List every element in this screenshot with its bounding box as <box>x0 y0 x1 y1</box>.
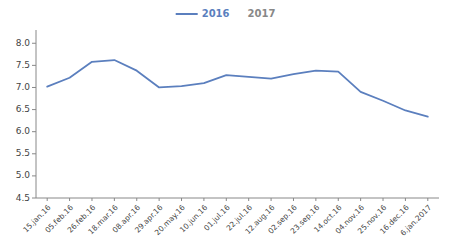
x-tick <box>47 198 48 201</box>
x-tick <box>338 198 339 201</box>
chart-container: 4.55.05.56.06.57.07.58.015.jan.1605.feb.… <box>0 0 451 250</box>
y-tick-label: 8.0 <box>16 38 31 48</box>
x-tick <box>427 198 428 201</box>
x-tick <box>360 198 361 201</box>
y-tick <box>32 65 36 66</box>
legend-label: 2016 <box>202 8 230 19</box>
y-axis-line <box>36 30 37 198</box>
y-tick-label: 4.5 <box>16 193 30 203</box>
chart: 4.55.05.56.06.57.07.58.015.jan.1605.feb.… <box>0 0 451 250</box>
x-tick <box>136 198 137 201</box>
legend-item: 2016 <box>176 8 230 19</box>
y-tick <box>32 175 36 176</box>
y-tick-label: 5.0 <box>16 170 31 180</box>
x-tick <box>159 198 160 201</box>
axes: 4.55.05.56.06.57.07.58.015.jan.1605.feb.… <box>16 30 439 238</box>
x-tick <box>181 198 182 201</box>
y-tick <box>32 153 36 154</box>
x-tick <box>203 198 204 201</box>
y-tick <box>32 198 36 199</box>
y-tick-label: 7.0 <box>16 82 31 92</box>
x-tick <box>405 198 406 201</box>
x-tick <box>315 198 316 201</box>
y-tick-label: 6.5 <box>16 104 30 114</box>
y-tick <box>32 131 36 132</box>
x-tick <box>226 198 227 201</box>
legend-item: 2017 <box>248 8 276 19</box>
x-tick <box>293 198 294 201</box>
x-tick <box>114 198 115 201</box>
y-tick <box>32 43 36 44</box>
y-tick-label: 7.5 <box>16 60 30 70</box>
y-tick <box>32 109 36 110</box>
y-tick-label: 5.5 <box>16 148 30 158</box>
legend-label: 2017 <box>248 8 276 19</box>
x-tick <box>69 198 70 201</box>
legend-swatch <box>176 13 198 15</box>
y-tick <box>32 87 36 88</box>
x-axis-line <box>36 198 439 199</box>
x-tick <box>383 198 384 201</box>
x-tick <box>248 198 249 201</box>
x-tick <box>91 198 92 201</box>
series-line <box>47 60 428 117</box>
x-tick-label: 6.jan.2017 <box>398 203 433 238</box>
legend: 2016 2017 <box>176 8 276 19</box>
plot-area <box>47 60 428 117</box>
y-tick-label: 6.0 <box>16 126 31 136</box>
x-tick <box>271 198 272 201</box>
